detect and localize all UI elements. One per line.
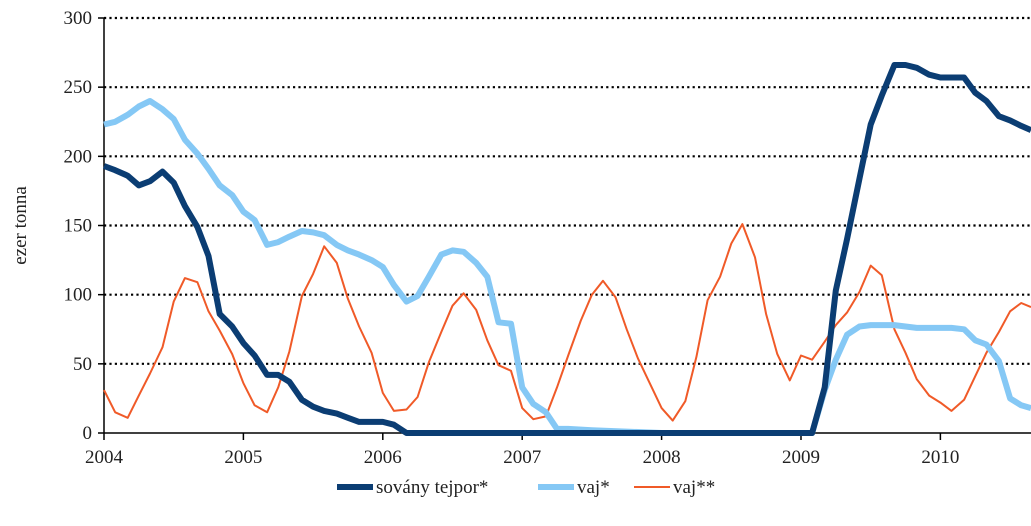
x-tick-label-2009: 2009: [782, 447, 820, 468]
x-tick-label-2008: 2008: [643, 447, 681, 468]
gridlines: [104, 16, 1031, 365]
legend-label-2: vaj**: [673, 477, 715, 498]
y-tick-label-100: 100: [64, 285, 93, 306]
legend-entry-2: vaj**: [634, 477, 715, 498]
series-line-2: [103, 223, 1031, 422]
x-tick-labels: 2004 2005 2006 2007 2008 2009 2010: [85, 447, 959, 468]
x-tick-label-2010: 2010: [921, 447, 959, 468]
y-axis-label: ezer tonna: [10, 186, 31, 265]
legend: sovány tejpor* vaj* vaj**: [337, 477, 715, 498]
y-tick-label-150: 150: [64, 216, 93, 237]
y-tick-label-0: 0: [83, 423, 93, 444]
legend-label-1: vaj*: [577, 477, 610, 498]
x-tick-label-2004: 2004: [85, 447, 124, 468]
y-tick-label-200: 200: [64, 146, 93, 167]
legend-entry-0: sovány tejpor*: [337, 477, 488, 498]
series-line-1: [103, 98, 1031, 436]
y-tick-label-50: 50: [73, 354, 92, 375]
axes: [98, 17, 1031, 440]
legend-entry-1: vaj*: [538, 477, 610, 498]
y-tick-label-250: 250: [64, 77, 93, 98]
y-tick-labels: 0 50 100 150 200 250 300: [64, 8, 93, 444]
x-tick-label-2007: 2007: [503, 447, 541, 468]
x-tick-label-2006: 2006: [364, 447, 402, 468]
x-tick-label-2005: 2005: [224, 447, 262, 468]
y-tick-label-300: 300: [64, 8, 93, 29]
legend-label-0: sovány tejpor*: [376, 477, 488, 498]
series-line-0: [102, 62, 1031, 436]
plot-area: [102, 62, 1031, 436]
